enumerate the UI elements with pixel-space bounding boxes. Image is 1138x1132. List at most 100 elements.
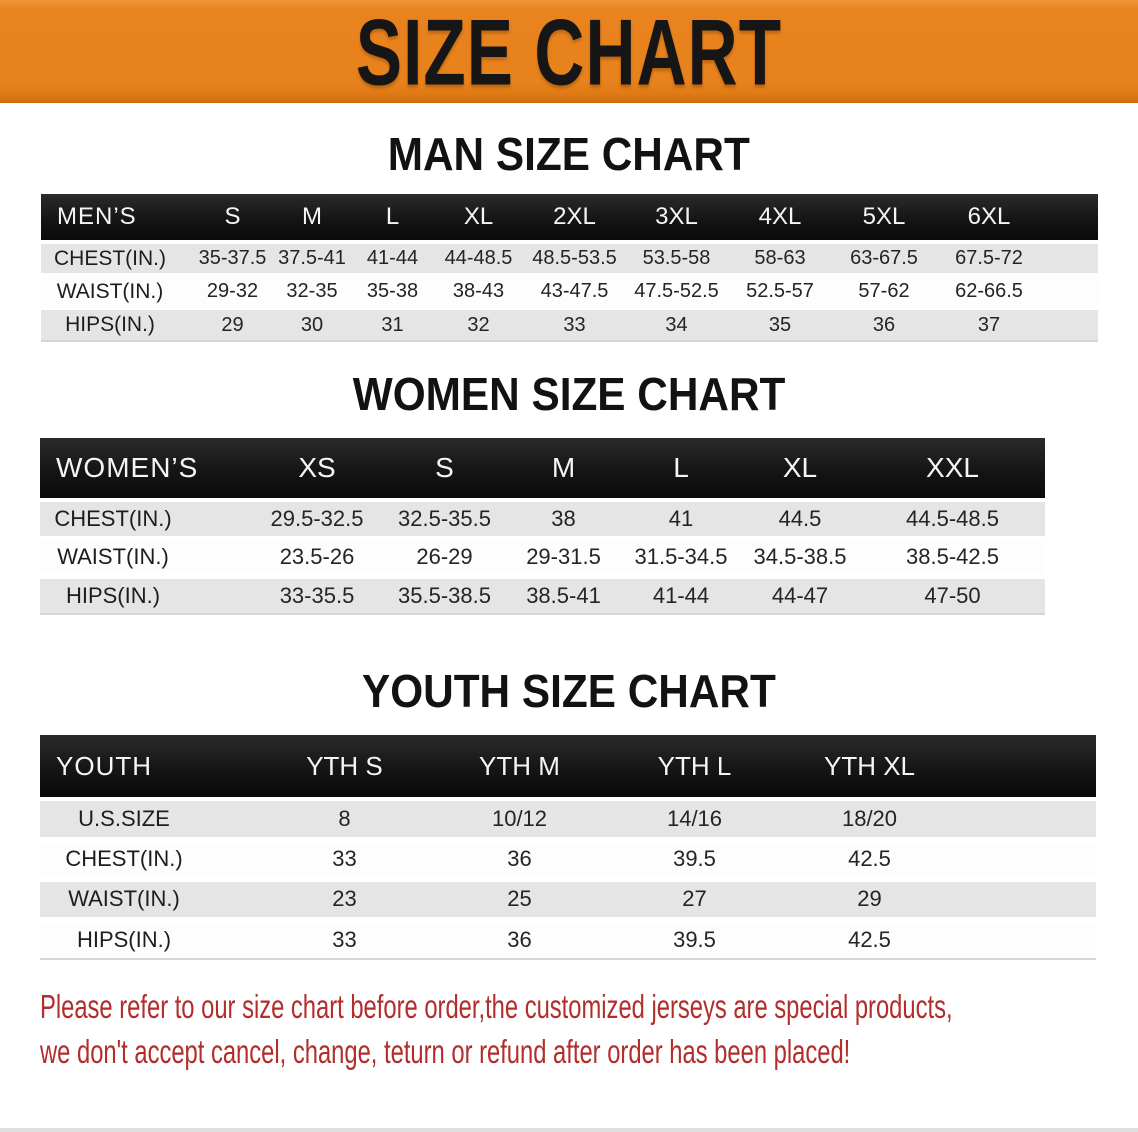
column-header: XS [250,438,384,502]
column-header: XL [433,194,524,244]
table-row: HIPS(IN.) 33 36 39.5 42.5 [40,919,1096,960]
size-cell: 33 [257,839,432,882]
column-header: 4XL [728,194,832,244]
column-header: XXL [860,438,1045,502]
spacer-cell [957,799,1096,842]
row-label: WAIST(IN.) [40,538,250,579]
size-cell: 32 [433,308,524,342]
column-header: S [384,438,505,502]
size-cell: 30 [272,308,352,342]
size-cell: 62-66.5 [936,275,1042,310]
size-cell: 23.5-26 [250,538,384,579]
column-header: YTH S [257,735,432,801]
column-header: XL [740,438,860,502]
table-header-row: YOUTH YTH S YTH M YTH L YTH XL [40,735,1096,801]
size-cell: 38-43 [433,275,524,310]
size-cell: 32-35 [272,275,352,310]
youth-size-table: YOUTH YTH S YTH M YTH L YTH XL U.S.SIZE … [40,735,1096,960]
size-cell: 23 [257,879,432,922]
size-cell: 29-32 [193,275,272,310]
row-label: HIPS(IN.) [41,308,193,342]
table-row: CHEST(IN.) 35-37.5 37.5-41 41-44 44-48.5… [41,242,1098,277]
size-cell: 31 [352,308,433,342]
table-row: WAIST(IN.) 23.5-26 26-29 29-31.5 31.5-34… [40,538,1045,579]
size-cell: 35 [728,308,832,342]
size-cell: 67.5-72 [936,242,1042,277]
table-corner-label: MEN’S [41,194,193,244]
size-cell: 44.5-48.5 [860,500,1045,541]
size-cell: 44.5 [740,500,860,541]
women-size-chart-heading: WOMEN SIZE CHART [0,370,1138,418]
size-cell: 44-48.5 [433,242,524,277]
size-cell: 27 [607,879,782,922]
row-label: CHEST(IN.) [40,839,257,882]
row-label: CHEST(IN.) [40,500,250,541]
size-cell: 52.5-57 [728,275,832,310]
size-cell: 41 [622,500,740,541]
disclaimer: Please refer to our size chart before or… [40,984,953,1074]
size-cell: 29.5-32.5 [250,500,384,541]
table-corner-label: WOMEN’S [40,438,250,502]
row-label: U.S.SIZE [40,799,257,842]
size-cell: 33-35.5 [250,576,384,615]
size-cell: 8 [257,799,432,842]
table-header-row: MEN’S S M L XL 2XL 3XL 4XL 5XL 6XL [41,194,1098,244]
size-cell: 38 [505,500,622,541]
column-header: 6XL [936,194,1042,244]
column-header: M [272,194,352,244]
size-cell: 10/12 [432,799,607,842]
section-heading-text: YOUTH SIZE CHART [362,665,776,717]
table-corner-label: YOUTH [40,735,257,801]
men-size-table: MEN’S S M L XL 2XL 3XL 4XL 5XL 6XL CHEST… [41,194,1098,342]
size-cell: 29-31.5 [505,538,622,579]
spacer-cell [957,839,1096,882]
column-header: YTH M [432,735,607,801]
disclaimer-line-2: we don't accept cancel, change, teturn o… [40,1033,851,1070]
size-cell: 47-50 [860,576,1045,615]
spacer-cell [1042,275,1098,310]
size-cell: 14/16 [607,799,782,842]
column-header: 3XL [625,194,728,244]
size-cell: 53.5-58 [625,242,728,277]
size-cell: 47.5-52.5 [625,275,728,310]
table-row: WAIST(IN.) 23 25 27 29 [40,879,1096,922]
size-cell: 33 [257,919,432,960]
column-header: M [505,438,622,502]
row-label: CHEST(IN.) [41,242,193,277]
size-cell: 25 [432,879,607,922]
size-cell: 37.5-41 [272,242,352,277]
man-size-chart-heading: MAN SIZE CHART [0,130,1138,178]
table-row: HIPS(IN.) 33-35.5 35.5-38.5 38.5-41 41-4… [40,576,1045,615]
women-size-table: WOMEN’S XS S M L XL XXL CHEST(IN.) 29.5-… [40,438,1045,615]
column-header: YTH L [607,735,782,801]
spacer-cell [957,879,1096,922]
size-cell: 29 [193,308,272,342]
table-row: CHEST(IN.) 29.5-32.5 32.5-35.5 38 41 44.… [40,500,1045,541]
table-row: CHEST(IN.) 33 36 39.5 42.5 [40,839,1096,882]
size-cell: 34.5-38.5 [740,538,860,579]
size-cell: 41-44 [352,242,433,277]
size-cell: 43-47.5 [524,275,625,310]
size-cell: 63-67.5 [832,242,936,277]
size-cell: 34 [625,308,728,342]
size-cell: 39.5 [607,839,782,882]
size-cell: 41-44 [622,576,740,615]
table-row: U.S.SIZE 8 10/12 14/16 18/20 [40,799,1096,842]
size-cell: 35-38 [352,275,433,310]
size-cell: 32.5-35.5 [384,500,505,541]
size-cell: 38.5-42.5 [860,538,1045,579]
size-cell: 33 [524,308,625,342]
table-row: WAIST(IN.) 29-32 32-35 35-38 38-43 43-47… [41,275,1098,310]
row-label: WAIST(IN.) [41,275,193,310]
size-cell: 31.5-34.5 [622,538,740,579]
column-header: YTH XL [782,735,957,801]
row-label: HIPS(IN.) [40,576,250,615]
size-cell: 44-47 [740,576,860,615]
column-header: S [193,194,272,244]
row-label: WAIST(IN.) [40,879,257,922]
size-cell: 57-62 [832,275,936,310]
size-cell: 29 [782,879,957,922]
spacer-cell [957,735,1096,801]
table-header-row: WOMEN’S XS S M L XL XXL [40,438,1045,502]
size-cell: 36 [432,919,607,960]
